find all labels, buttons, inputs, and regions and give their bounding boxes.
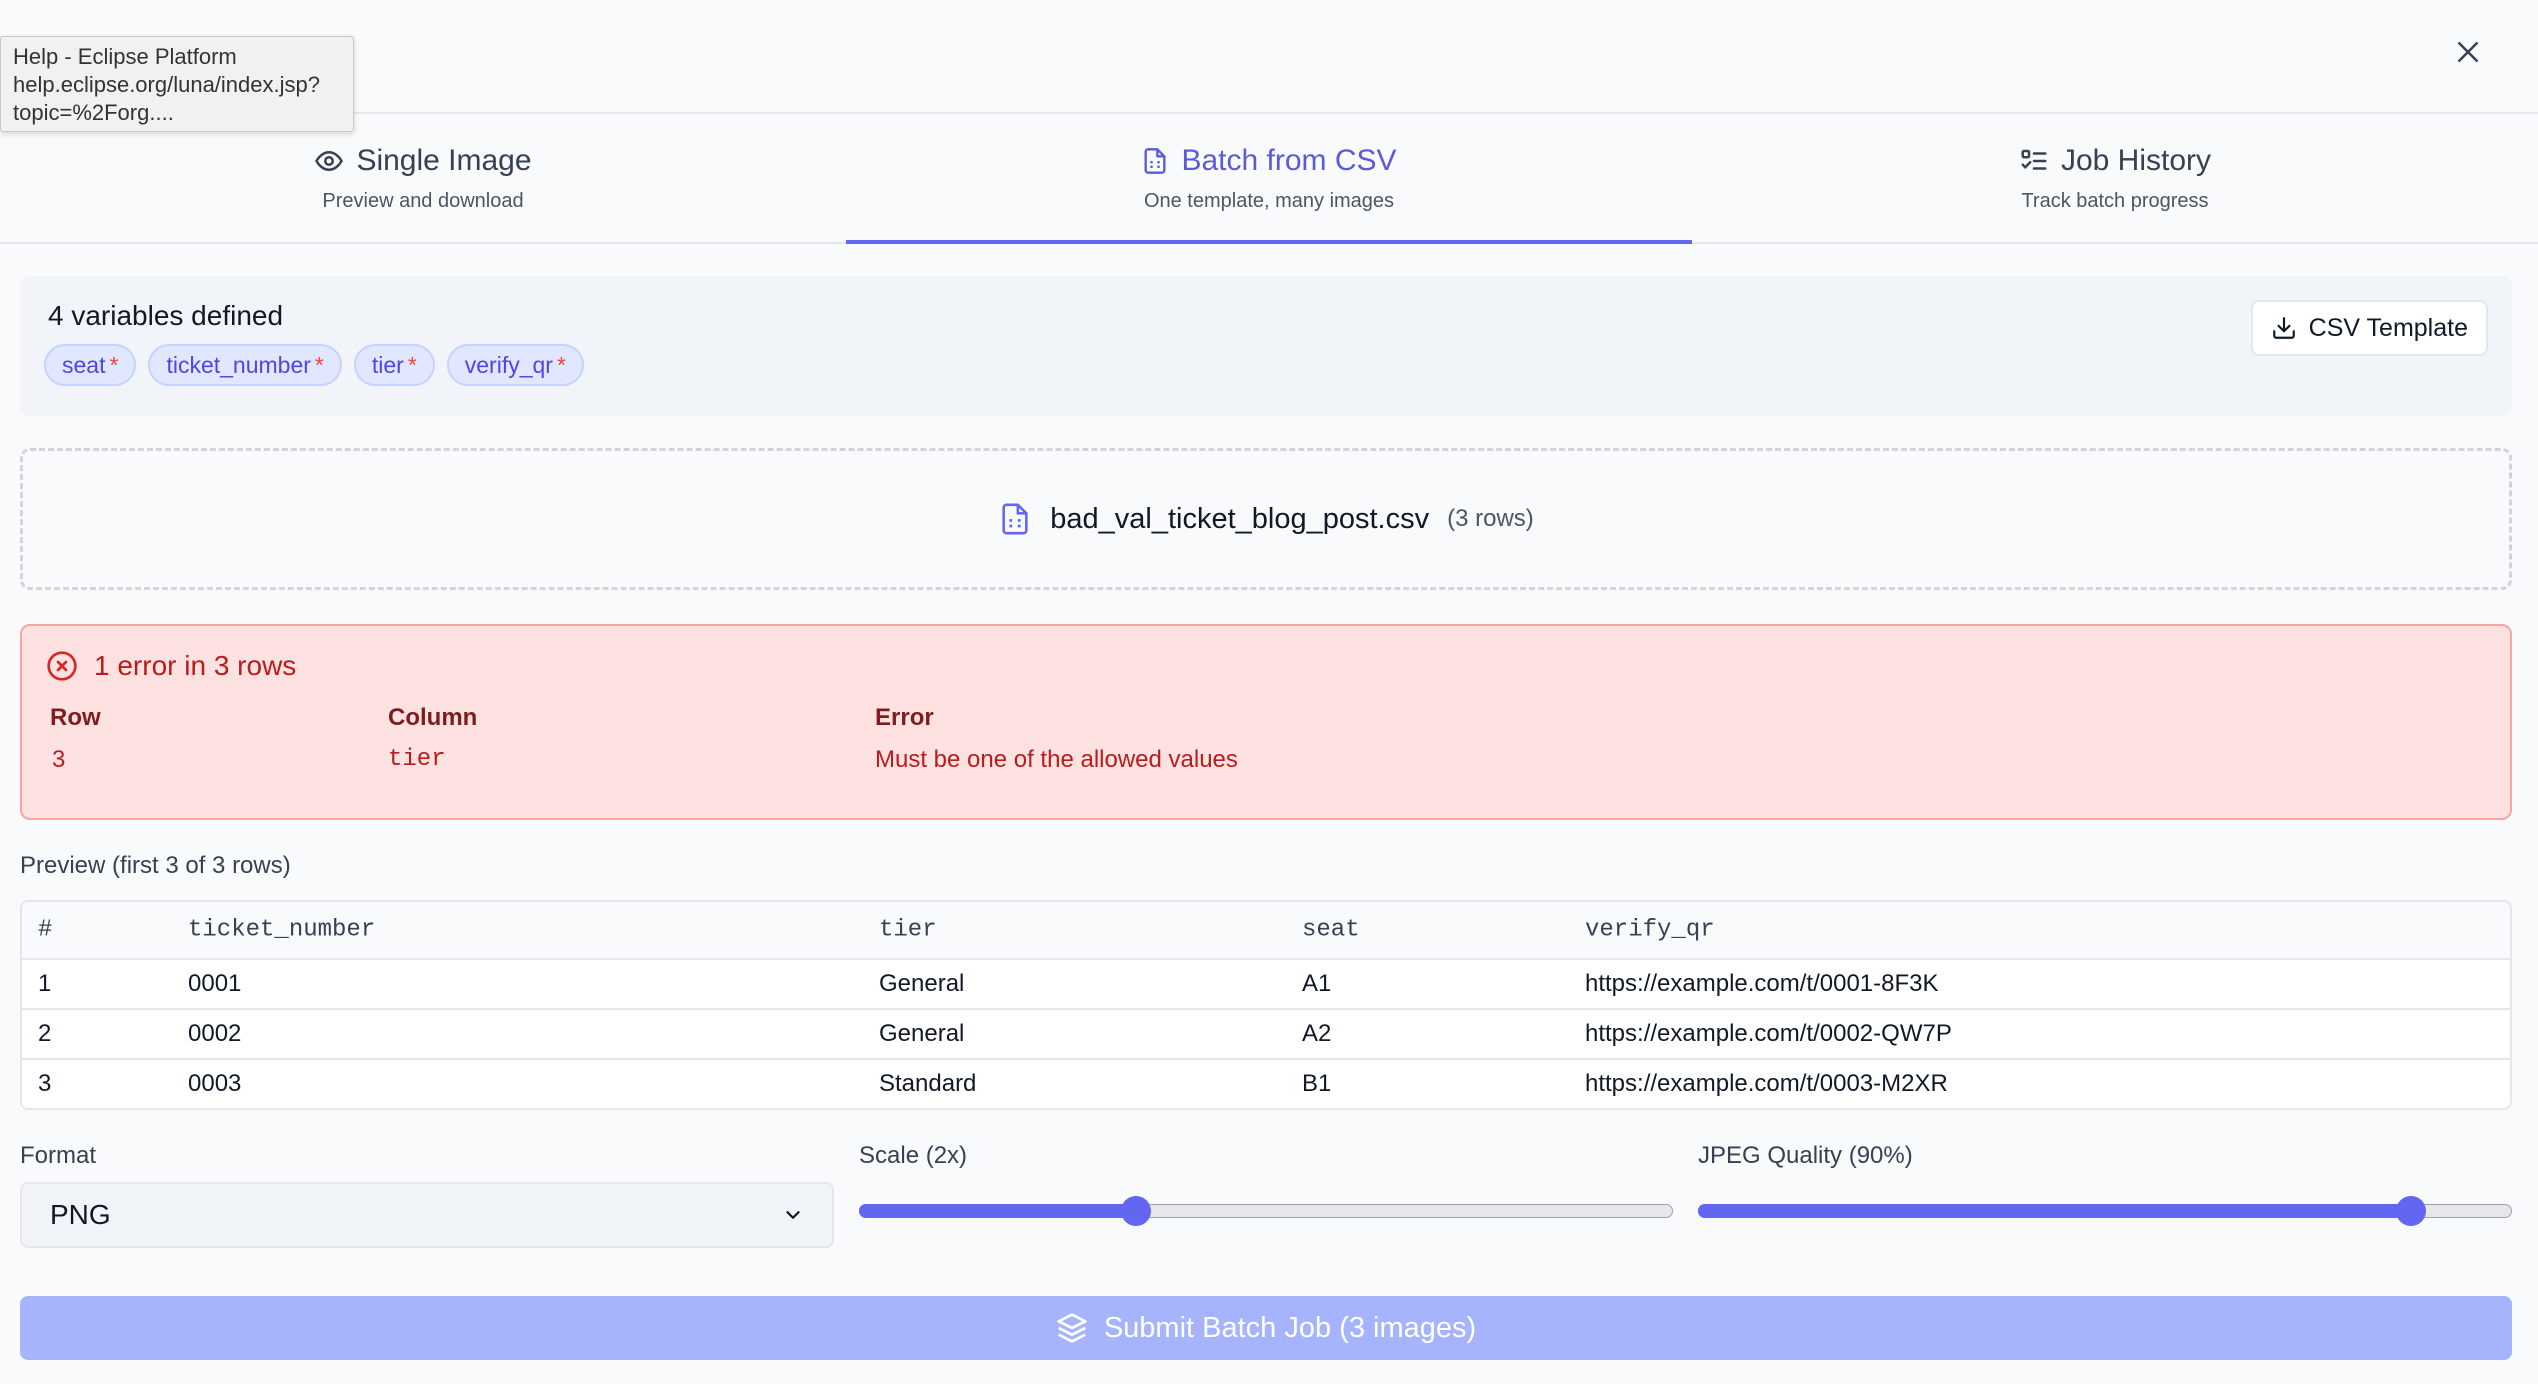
required-marker: *	[407, 352, 417, 378]
tab-subtitle: One template, many images	[1143, 189, 1395, 212]
download-icon	[2272, 317, 2295, 339]
variable-chip: seat *	[44, 344, 137, 386]
tab-label: Job History	[2060, 143, 2212, 177]
scale-label: Scale (2x)	[859, 1142, 968, 1169]
table-cell: https://example.com/t/0002-QW7P	[1585, 1020, 1952, 1047]
table-cell: A2	[1302, 1020, 1332, 1047]
file-spreadsheet-icon	[1002, 503, 1028, 535]
required-marker: *	[109, 352, 119, 378]
tab-single-image[interactable]: Single Image Preview and download	[0, 114, 846, 242]
error-table: Row Column Error 3 tier Must be one of t…	[46, 704, 2486, 784]
slider-fill	[859, 1204, 1136, 1218]
error-header-row: Row	[50, 704, 101, 731]
layers-icon	[1057, 1313, 1087, 1343]
tab-batch-from-csv[interactable]: Batch from CSV One template, many images	[846, 114, 1692, 244]
tab-bar: Single Image Preview and download Batch …	[0, 112, 2538, 244]
variable-chip: ticket_number *	[148, 344, 342, 386]
csv-dropzone[interactable]: bad_val_ticket_blog_post.csv (3 rows)	[20, 448, 2512, 590]
slider-fill	[1698, 1204, 2412, 1218]
error-row-value: 3	[52, 746, 66, 773]
close-button[interactable]	[2450, 34, 2486, 70]
list-checks-icon	[2021, 149, 2047, 170]
table-cell: https://example.com/t/0003-M2XR	[1585, 1070, 1948, 1097]
tab-label: Single Image	[356, 143, 532, 177]
file-spreadsheet-icon	[1144, 147, 1166, 174]
variable-chip: tier *	[353, 344, 435, 386]
table-cell: A1	[1302, 970, 1332, 997]
error-message: Must be one of the allowed values	[875, 746, 1238, 773]
eye-icon	[315, 150, 344, 171]
format-select[interactable]: PNG	[20, 1182, 834, 1248]
jpeg-quality-slider[interactable]	[1698, 1190, 2512, 1232]
error-header-error: Error	[875, 704, 934, 731]
preview-table: # ticket_number tier seat verify_qr 1 00…	[20, 900, 2512, 1110]
submit-batch-button[interactable]: Submit Batch Job (3 images)	[20, 1296, 2512, 1360]
slider-thumb[interactable]	[2396, 1196, 2427, 1226]
column-header: seat	[1302, 916, 1360, 944]
csv-template-label: CSV Template	[2308, 313, 2468, 342]
validation-errors: 1 error in 3 rows Row Column Error 3 tie…	[20, 624, 2512, 820]
chip-label: ticket_number	[166, 352, 311, 378]
table-cell: 0001	[188, 970, 242, 997]
slider-thumb[interactable]	[1120, 1196, 1151, 1226]
column-header: ticket_number	[188, 916, 376, 944]
table-cell: 0002	[188, 1020, 242, 1047]
url-tooltip: Help - Eclipse Platform help.eclipse.org…	[0, 36, 354, 132]
error-column-value: tier	[388, 746, 446, 773]
chip-label: tier	[371, 352, 404, 378]
table-cell: 1	[38, 970, 52, 997]
table-cell: 0003	[188, 1070, 242, 1097]
table-cell: Standard	[879, 1070, 977, 1097]
error-summary: 1 error in 3 rows	[94, 650, 297, 681]
variable-chip: verify_qr *	[446, 344, 584, 386]
preview-label: Preview (first 3 of 3 rows)	[20, 852, 291, 879]
close-icon	[2458, 42, 2478, 62]
table-cell: 3	[38, 1070, 52, 1097]
format-value: PNG	[50, 1199, 111, 1230]
tab-subtitle: Track batch progress	[2021, 189, 2209, 212]
file-name: bad_val_ticket_blog_post.csv	[1050, 502, 1430, 535]
error-header-column: Column	[388, 704, 478, 731]
table-row: 1 0001 General A1 https://example.com/t/…	[22, 958, 2510, 1008]
variables-panel: 4 variables defined seat * ticket_number *…	[20, 276, 2512, 416]
tooltip-url-line: help.eclipse.org/luna/index.jsp?	[13, 72, 320, 97]
table-header: # ticket_number tier seat verify_qr	[22, 902, 2510, 958]
required-marker: *	[556, 352, 566, 378]
chip-label: verify_qr	[464, 352, 553, 378]
table-cell: B1	[1302, 1070, 1332, 1097]
chevron-down-icon	[786, 1211, 800, 1219]
csv-template-button[interactable]: CSV Template	[2250, 300, 2488, 356]
table-cell: 2	[38, 1020, 52, 1047]
column-header: #	[38, 916, 53, 944]
column-header: tier	[879, 916, 937, 944]
table-cell: https://example.com/t/0001-8F3K	[1585, 970, 1939, 997]
chip-label: seat	[62, 352, 106, 378]
file-row-count: (3 rows)	[1447, 505, 1534, 532]
tab-subtitle: Preview and download	[322, 189, 524, 212]
tooltip-title: Help - Eclipse Platform	[13, 44, 237, 69]
tab-label: Batch from CSV	[1181, 143, 1397, 177]
submit-label: Submit Batch Job (3 images)	[1103, 1311, 1477, 1344]
table-cell: General	[879, 1020, 965, 1047]
format-label: Format	[20, 1142, 97, 1169]
variables-count: 4 variables defined	[48, 300, 284, 331]
table-row: 3 0003 Standard B1 https://example.com/t…	[22, 1058, 2510, 1108]
table-row: 2 0002 General A2 https://example.com/t/…	[22, 1008, 2510, 1058]
tab-job-history[interactable]: Job History Track batch progress	[1692, 114, 2538, 242]
variable-chips: seat * ticket_number * tier * verify_qr *	[44, 344, 2488, 386]
tooltip-url-line: topic=%2Forg....	[13, 100, 174, 125]
scale-slider[interactable]	[859, 1190, 1673, 1232]
column-header: verify_qr	[1585, 916, 1715, 944]
required-marker: *	[314, 352, 324, 378]
error-circle-icon	[47, 651, 77, 681]
jpeg-quality-label: JPEG Quality (90%)	[1698, 1142, 1913, 1169]
table-cell: General	[879, 970, 965, 997]
